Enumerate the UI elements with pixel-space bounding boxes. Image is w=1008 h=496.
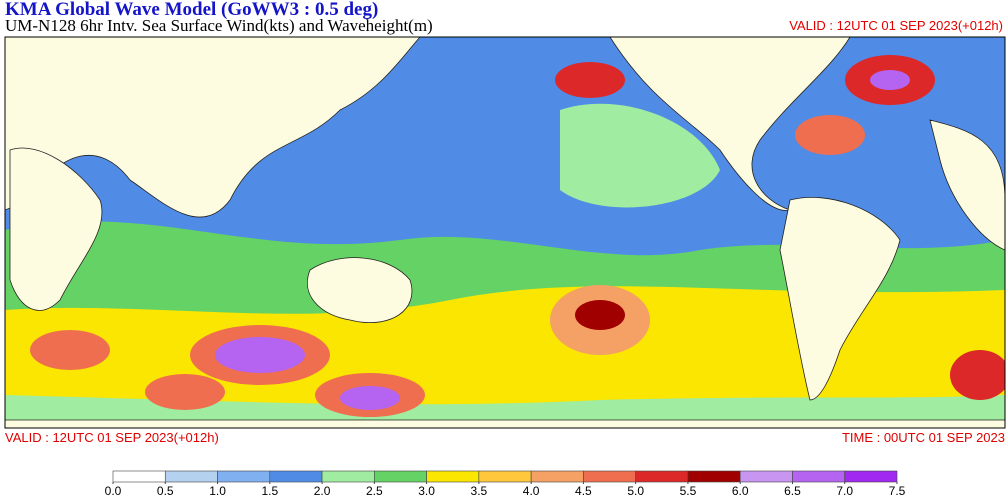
storm: [215, 337, 305, 373]
colorbar-segment: [792, 470, 846, 483]
storm: [555, 62, 625, 98]
colorbar-label: 4.5: [575, 484, 592, 496]
colorbar-label: 7.0: [836, 484, 853, 496]
title: KMA Global Wave Model (GoWW3 : 0.5 deg): [5, 0, 378, 20]
colorbar-segment: [739, 470, 793, 483]
map-frame: [4, 36, 1006, 429]
time: TIME : 00UTC 01 SEP 2023: [842, 430, 1005, 445]
storm: [30, 330, 110, 370]
colorbar-segment: [844, 470, 898, 483]
storm: [340, 386, 400, 410]
colorbar-label: 5.0: [627, 484, 644, 496]
colorbar-label: 0.0: [105, 484, 122, 496]
colorbar-segment: [321, 470, 375, 483]
land-antarctica: [5, 419, 1005, 428]
wave-band: [5, 286, 1005, 428]
land-south-america: [779, 197, 901, 401]
colorbar-segment: [478, 470, 532, 483]
storm: [795, 115, 865, 155]
subtitle: UM-N128 6hr Intv. Sea Surface Wind(kts) …: [5, 16, 433, 35]
colorbar-segment: [217, 470, 271, 483]
storm: [870, 70, 910, 90]
colorbar-segment: [112, 470, 166, 483]
colorbar-segment: [374, 470, 427, 483]
land-eurasia-africa: [5, 37, 421, 218]
storm: [145, 374, 225, 410]
colorbar-label: 6.5: [784, 484, 801, 496]
colorbar-label: 2.0: [314, 484, 331, 496]
land-africa-east: [929, 119, 1005, 251]
colorbar-label: 6.0: [732, 484, 749, 496]
colorbar-segment: [635, 470, 689, 483]
map: [4, 36, 1006, 429]
land-africa: [9, 147, 103, 311]
wave-band: [560, 103, 720, 208]
colorbar-segment: [426, 470, 480, 483]
colorbar-label: 3.5: [471, 484, 488, 496]
colorbar-segment: [530, 470, 584, 483]
colorbar-label: 5.5: [680, 484, 697, 496]
colorbar-segment: [687, 470, 741, 483]
colorbar-label: 2.5: [366, 484, 383, 496]
colorbar: 0.0 0.5 1.0 1.5 2.0 2.5 3.0 3.5 4.0 4.5 5.0 5.5 6.0 6…: [105, 470, 906, 496]
colorbar-segment: [583, 470, 636, 483]
storm: [950, 350, 1005, 400]
land-australia: [307, 257, 413, 323]
colorbar-label: 4.0: [523, 484, 540, 496]
colorbar-label: 7.5: [889, 484, 906, 496]
colorbar-label: 3.0: [418, 484, 435, 496]
colorbar-segment: [269, 470, 323, 483]
storm: [575, 300, 625, 330]
colorbar-label: 0.5: [157, 484, 174, 496]
valid-bottom: VALID : 12UTC 01 SEP 2023(+012h): [5, 430, 219, 445]
colorbar-segment: [164, 470, 218, 483]
colorbar-label: 1.5: [261, 484, 278, 496]
valid-top: VALID : 12UTC 01 SEP 2023(+012h): [789, 18, 1003, 33]
colorbar-label: 1.0: [209, 484, 226, 496]
